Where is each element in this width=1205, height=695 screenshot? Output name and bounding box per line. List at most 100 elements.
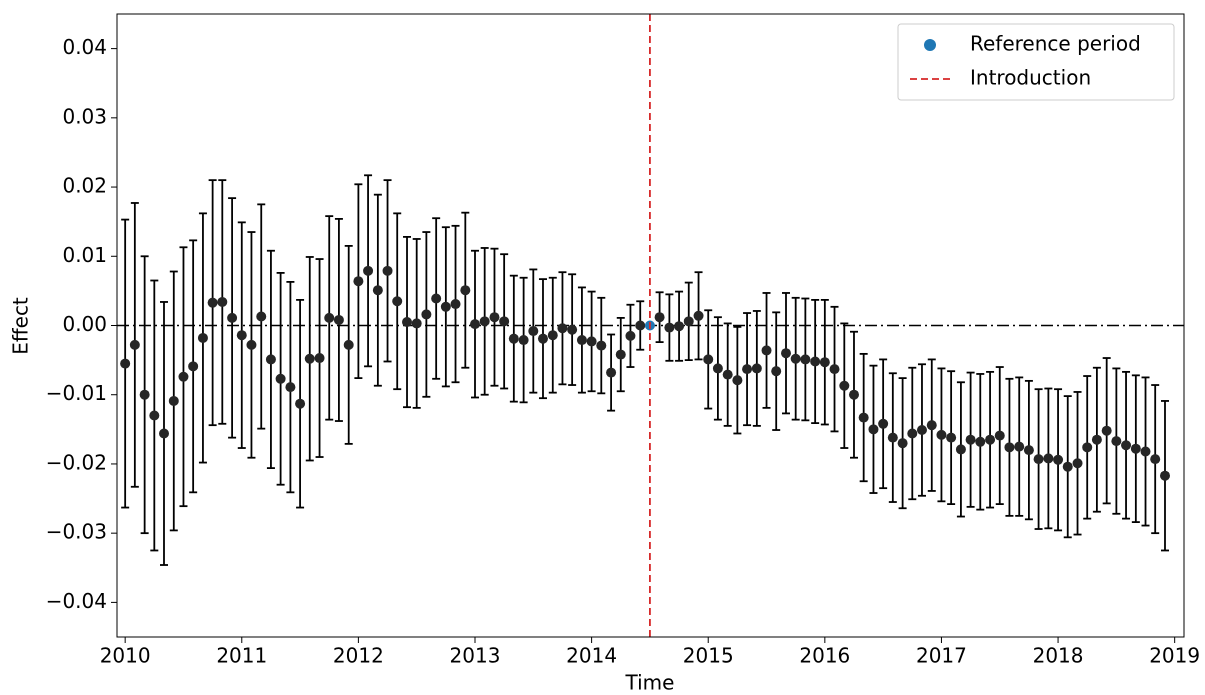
- point: [236, 330, 247, 341]
- point: [606, 367, 617, 378]
- point: [1159, 470, 1170, 481]
- y-tick-label: −0.02: [46, 450, 107, 474]
- point: [158, 428, 169, 439]
- point: [139, 389, 150, 400]
- x-tick-label: 2015: [683, 644, 734, 668]
- point: [469, 319, 480, 330]
- point: [1014, 441, 1025, 452]
- point: [402, 317, 413, 328]
- point: [518, 335, 529, 346]
- point: [479, 316, 490, 327]
- point: [246, 339, 257, 350]
- plot-frame: [116, 13, 1185, 638]
- point: [508, 333, 519, 344]
- point: [732, 375, 743, 386]
- point: [761, 345, 772, 356]
- point: [275, 373, 286, 384]
- legend-label: Introduction: [970, 66, 1091, 90]
- point: [411, 318, 422, 329]
- point: [771, 366, 782, 377]
- point: [120, 358, 131, 369]
- point: [382, 265, 393, 276]
- point: [333, 314, 344, 325]
- point: [586, 336, 597, 347]
- point: [537, 333, 548, 344]
- point: [848, 389, 859, 400]
- point: [1072, 458, 1083, 469]
- point: [654, 312, 665, 323]
- point: [450, 299, 461, 310]
- point: [615, 349, 626, 360]
- point: [285, 382, 296, 393]
- point: [635, 320, 646, 331]
- point: [265, 354, 276, 365]
- point: [1004, 442, 1015, 453]
- point: [178, 371, 189, 382]
- point: [926, 420, 937, 431]
- point: [363, 265, 374, 276]
- point: [197, 332, 208, 343]
- point: [790, 353, 801, 364]
- x-axis-label: Time: [625, 671, 675, 695]
- point: [129, 339, 140, 350]
- x-tick-label: 2011: [216, 644, 267, 668]
- point: [557, 323, 568, 334]
- point: [547, 330, 558, 341]
- y-tick-label: 0.04: [62, 35, 107, 59]
- point: [1023, 445, 1034, 456]
- point: [440, 301, 451, 312]
- point: [985, 434, 996, 445]
- point: [868, 424, 879, 435]
- x-tick-label: 2010: [100, 644, 151, 668]
- point: [781, 348, 792, 359]
- point: [304, 353, 315, 364]
- point: [878, 418, 889, 429]
- y-axis-label: Effect: [9, 297, 33, 355]
- point: [994, 430, 1005, 441]
- point: [353, 276, 364, 287]
- point: [421, 309, 432, 320]
- point: [528, 326, 539, 337]
- point: [1082, 442, 1093, 453]
- point: [907, 428, 918, 439]
- point: [674, 321, 685, 332]
- point: [227, 312, 238, 323]
- point: [499, 316, 510, 327]
- point: [722, 369, 733, 380]
- legend-marker: [924, 39, 936, 51]
- point: [703, 354, 714, 365]
- point: [664, 322, 675, 333]
- x-tick-label: 2012: [333, 644, 384, 668]
- point: [343, 339, 354, 350]
- point: [1033, 454, 1044, 465]
- point: [693, 310, 704, 321]
- point: [742, 364, 753, 375]
- point: [712, 363, 723, 374]
- point: [217, 296, 228, 307]
- y-tick-label: −0.01: [46, 381, 107, 405]
- point: [625, 330, 636, 341]
- point: [839, 380, 850, 391]
- point: [431, 293, 442, 304]
- point: [1053, 454, 1064, 465]
- point: [965, 434, 976, 445]
- x-tick-label: 2013: [450, 644, 501, 668]
- point: [819, 357, 830, 368]
- point: [460, 285, 471, 296]
- point: [800, 354, 811, 365]
- point: [256, 311, 267, 322]
- point: [751, 363, 762, 374]
- point: [916, 425, 927, 436]
- point: [489, 312, 500, 323]
- point: [946, 432, 957, 443]
- point: [1121, 440, 1132, 451]
- legend-box: [897, 23, 1175, 101]
- point: [1043, 453, 1054, 464]
- point: [149, 410, 160, 421]
- point: [314, 353, 325, 364]
- point: [829, 364, 840, 375]
- point: [1062, 461, 1073, 472]
- legend-label: Reference period: [970, 32, 1141, 56]
- point: [1140, 446, 1151, 457]
